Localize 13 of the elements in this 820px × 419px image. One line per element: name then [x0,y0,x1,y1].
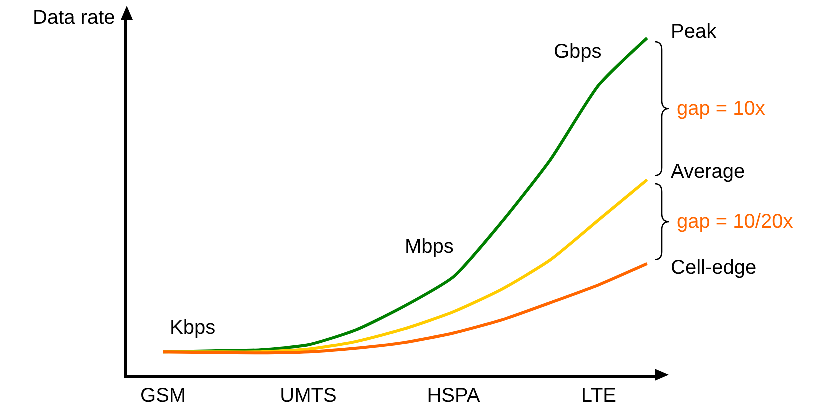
annotation: Mbps [405,236,454,258]
annotation: Gbps [554,41,602,63]
text: gap = 10x [677,98,766,120]
x-tick-label: LTE [581,384,617,407]
x-tick-label: HSPA [427,384,481,407]
series-label: Average [671,161,746,183]
x-tick-label: GSM [140,384,186,407]
text: gap = 10/20x [677,211,794,233]
x-tick-label: UMTS [280,384,337,407]
series-label: Cell-edge [671,257,757,279]
y-axis-title: Data rate [33,7,116,29]
series-label: Peak [671,21,718,43]
annotation: Kbps [170,317,216,339]
